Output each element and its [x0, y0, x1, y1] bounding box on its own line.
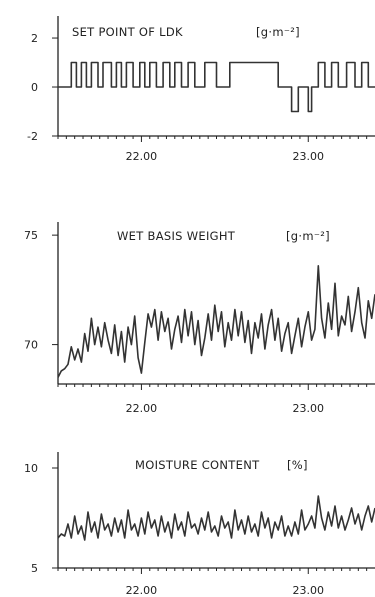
y-tick-label: 70 — [24, 339, 38, 352]
panel-unit: [g·m⁻²] — [286, 229, 330, 243]
y-tick-label: 75 — [24, 229, 38, 242]
y-tick-label: 10 — [24, 462, 38, 475]
x-tick-label: 23.00 — [293, 402, 325, 415]
y-tick-label: 2 — [31, 32, 38, 45]
x-tick-label: 22.00 — [126, 150, 158, 163]
panel-title: SET POINT OF LDK — [72, 25, 183, 39]
chart-panel-wet-basis-weight: WET BASIS WEIGHT [g·m⁻²] 22.00 23.00 75 70 — [24, 222, 375, 415]
y-tick-label: 0 — [31, 81, 38, 94]
y-tick-label: 5 — [31, 562, 38, 575]
x-tick-label: 23.00 — [293, 150, 325, 163]
series-line — [57, 495, 375, 541]
x-tick-label: 22.00 — [126, 402, 158, 415]
series-line — [58, 61, 375, 113]
series-line — [57, 265, 375, 378]
x-tick-label: 23.00 — [293, 584, 325, 597]
panel-unit: [%] — [287, 458, 308, 472]
panel-title: WET BASIS WEIGHT — [117, 229, 236, 243]
panel-unit: [g·m⁻²] — [256, 25, 300, 39]
chart-panel-moisture-content: MOISTURE CONTENT [%] 22.00 23.00 10 5 — [24, 452, 375, 597]
x-tick-label: 22.00 — [126, 584, 158, 597]
panel-title: MOISTURE CONTENT — [135, 458, 260, 472]
y-tick-label: -2 — [27, 130, 38, 143]
chart-panel-set-point: SET POINT OF LDK [g·m⁻²] 22.00 23.00 2 0 -2 — [27, 16, 375, 163]
